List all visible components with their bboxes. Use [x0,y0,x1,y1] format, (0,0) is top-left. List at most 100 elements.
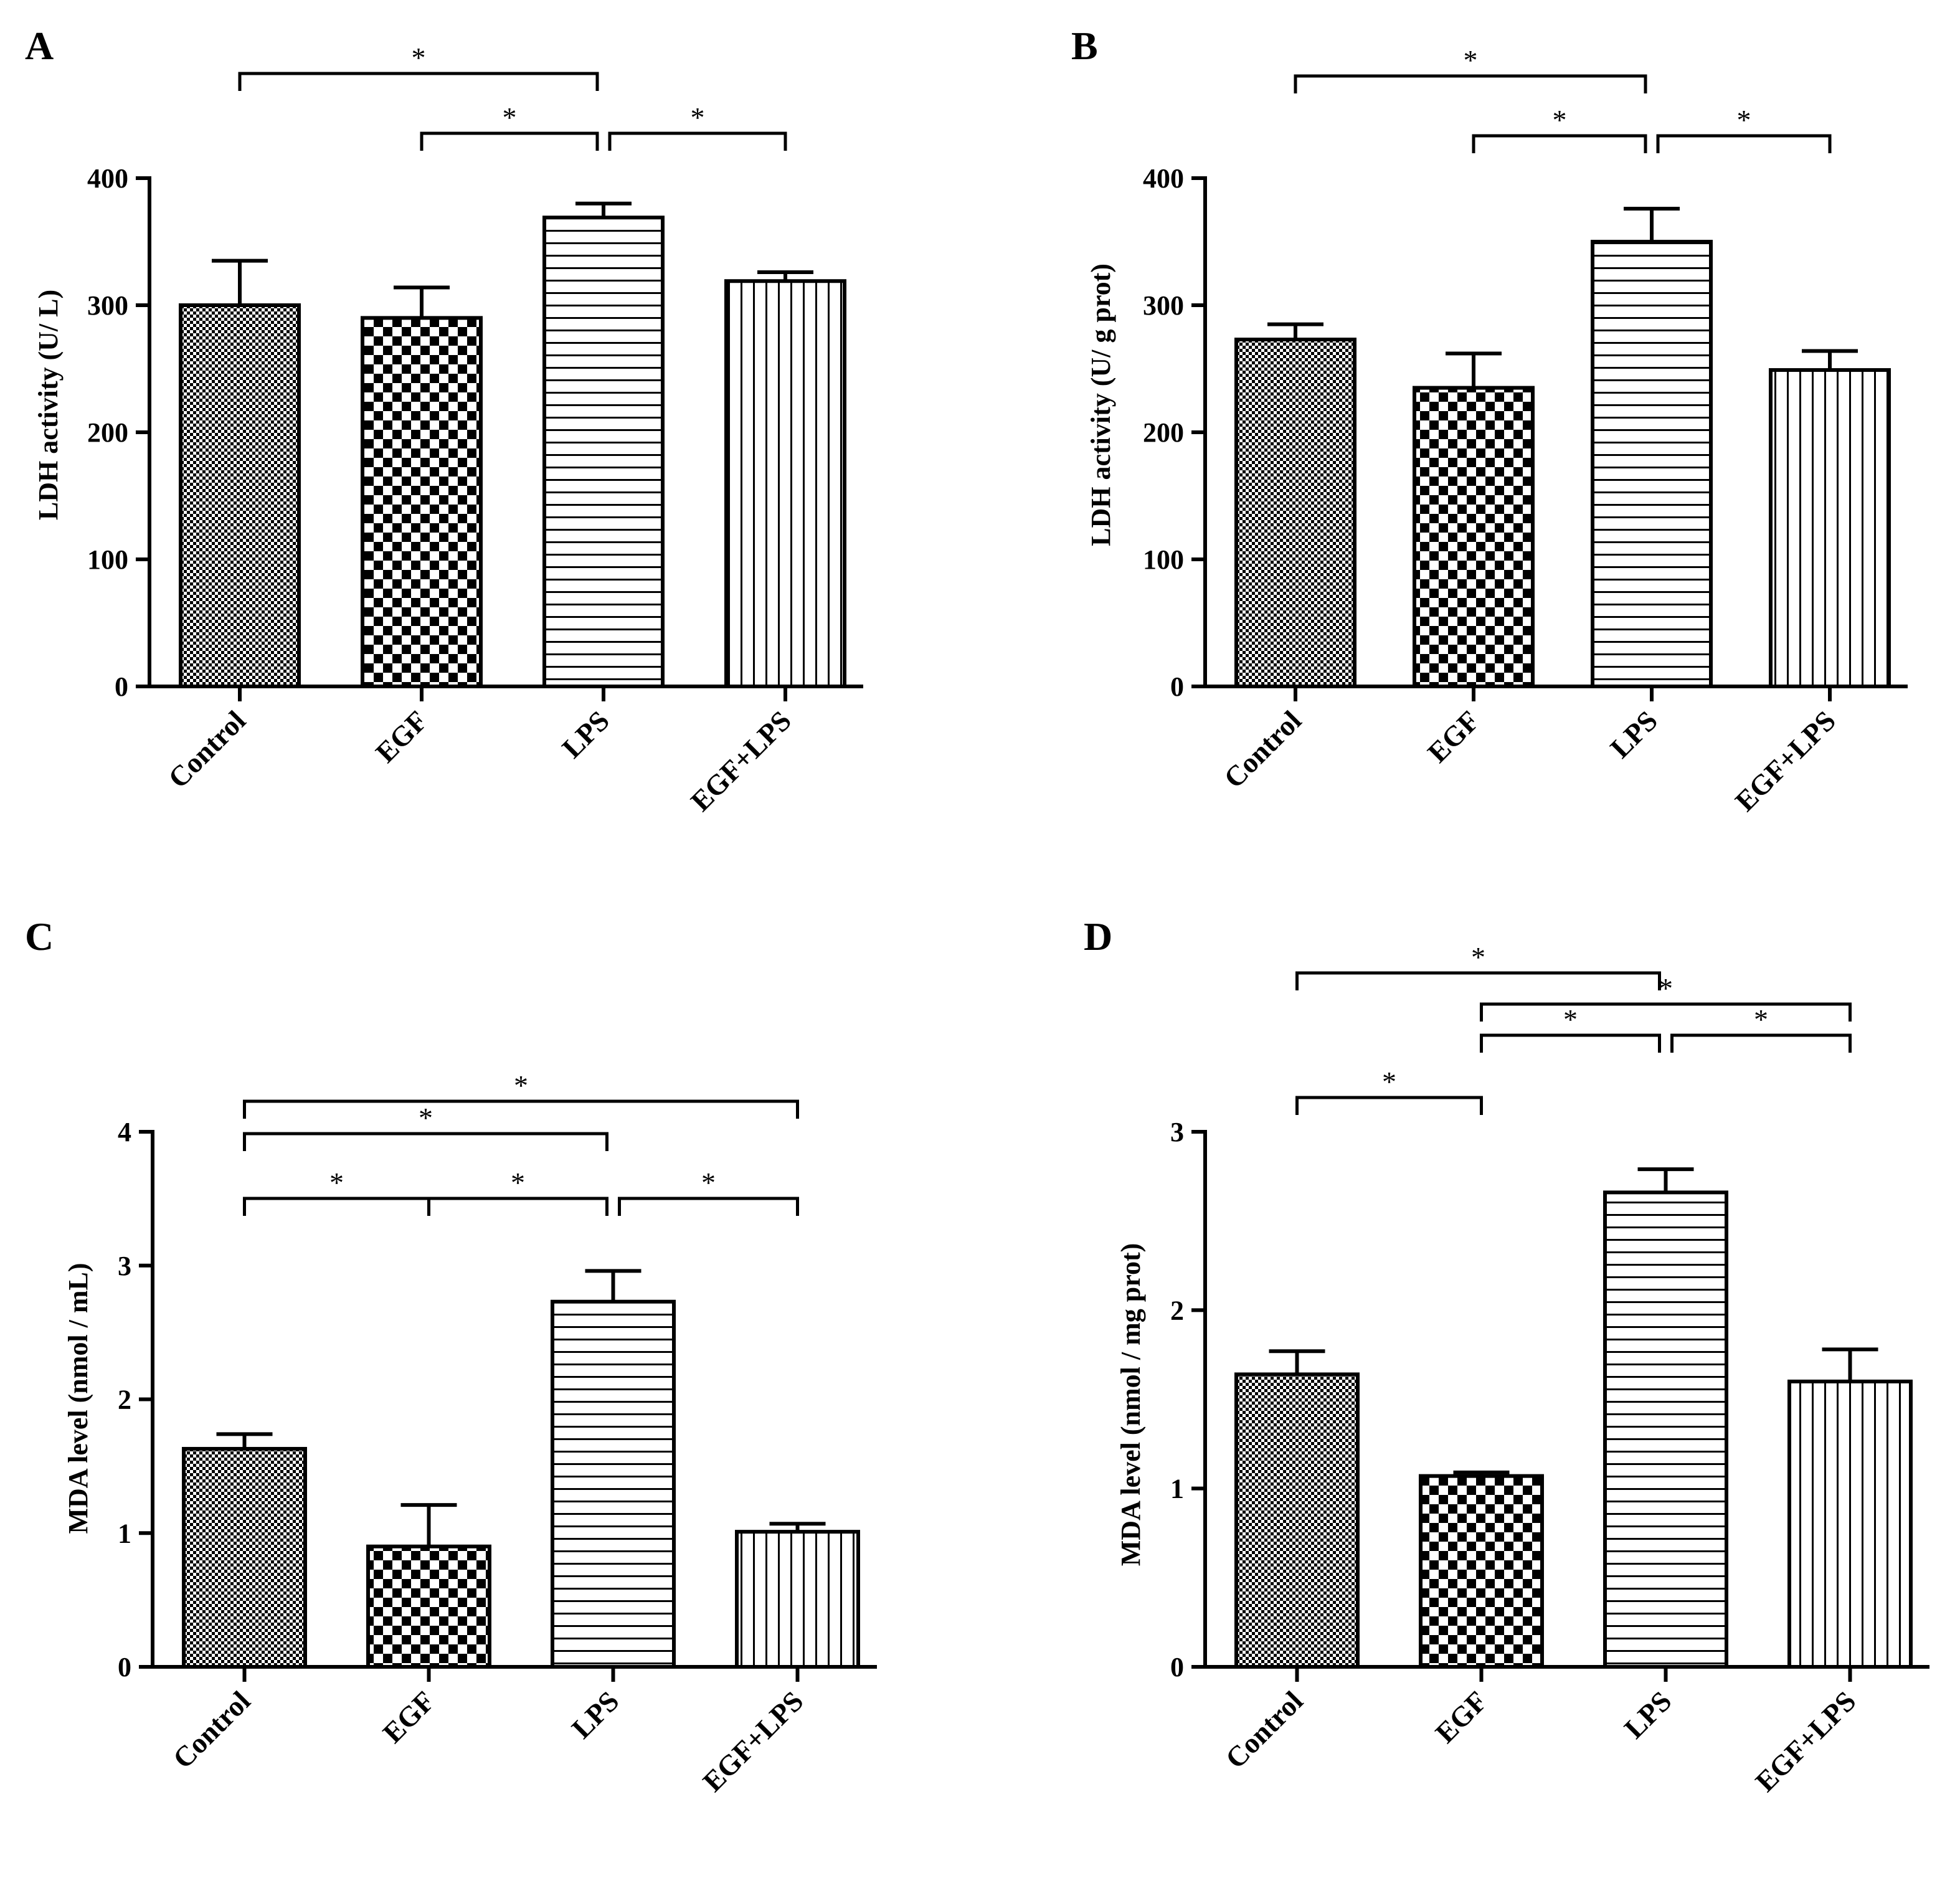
panel-d-significance-bracket [1670,1033,1852,1053]
panel-a-category-label: EGF [369,704,433,769]
panel-d-y-tick-label: 1 [1170,1474,1184,1504]
panel-b-y-tick-label: 100 [1143,544,1184,575]
panel-d-significance-star: * [1471,941,1485,973]
panel-d-bar-lps [1603,1190,1728,1669]
panel-d-significance-star: * [1754,1003,1768,1035]
panel-d-bars [1234,1167,1913,1669]
panel-c-bar-egf [366,1544,491,1669]
panel-b-significance-bracket [1472,134,1647,153]
panel-b-y-axis-title: LDH activity (U/ g prot) [1086,263,1116,546]
panel-a-significance-star: * [691,102,705,133]
panel-c-letter: C [25,914,54,959]
panel-c-significance-bracket [427,1197,608,1216]
panel-c-bar-control [182,1446,307,1669]
panel-c-category-label: LPS [566,1685,625,1745]
panel-c: C MDA level (nmol / mL) 0 1 2 3 4 Control EGF L… [25,914,877,1798]
panel-c-y-tick-label: 4 [118,1117,131,1147]
panel-b-bar-egf-plus-lps [1769,368,1891,688]
panel-c-bar-lps [551,1299,676,1669]
panel-b-significance-bracket [1294,74,1647,93]
panel-a-category-label: Control [162,704,252,794]
panel-d-significance-bracket [1295,971,1661,990]
panel-d-bar-control [1234,1372,1360,1669]
panel-a-bars [179,201,846,688]
panel-b-category-label: LPS [1604,704,1664,764]
panel-b-category-label: EGF+LPS [1729,704,1842,817]
panel-a-letter: A [25,24,54,68]
panel-b-y-tick-label: 0 [1170,671,1184,702]
panel-d-y-tick-label: 3 [1170,1117,1184,1147]
panel-c-significance-star: * [514,1069,528,1101]
panel-b-category-label: Control [1218,704,1307,794]
panel-a: A LDH activity (U/ L) 0 100 200 300 400 Contr… [25,24,863,817]
panel-a-category-label: EGF+LPS [684,704,797,817]
panel-b-bars [1234,206,1891,688]
panel-d-bar-egf-plus-lps [1787,1379,1913,1669]
panel-b-y-tick-label: 400 [1143,163,1184,194]
panel-c-significance: * * * * * [243,1069,799,1216]
panel-a-significance-bracket [608,131,787,151]
panel-c-significance-star: * [701,1167,716,1198]
panel-c-significance-bracket [618,1197,799,1216]
panel-c-y-tick-label: 3 [118,1251,131,1281]
panel-c-significance-bracket [243,1099,799,1119]
panel-d-category-label: EGF [1429,1685,1494,1749]
panel-d-significance-bracket [1480,1002,1852,1022]
panel-a-bar-egf-plus-lps [724,279,846,688]
panel-d-bar-egf [1419,1474,1544,1669]
panel-b: B LDH activity (U/ g prot) 0 100 200 300 400… [1071,24,1908,817]
panel-a-significance-bracket [420,131,599,151]
panel-c-significance-star: * [419,1102,433,1134]
panel-a-bar-control [179,303,301,688]
panel-a-significance: * * * [238,42,787,151]
panel-c-bars [182,1269,860,1669]
panel-a-significance-bracket [238,72,599,91]
panel-c-y-tick-label: 0 [118,1652,131,1682]
panel-b-significance-star: * [1553,104,1567,136]
panel-d-significance: * * * * * [1295,941,1852,1115]
panel-c-y-tick-label: 1 [118,1518,131,1548]
panel-d-y-axis-title: MDA level (nmol / mg prot) [1115,1243,1146,1567]
panel-c-significance-star: * [511,1167,525,1198]
panel-d-y-tick-label: 2 [1170,1295,1184,1326]
panel-b-significance: * * * [1294,44,1832,153]
panel-d-significance-bracket [1480,1033,1661,1053]
panel-b-category-label: EGF [1421,704,1485,769]
panel-d-category-label: LPS [1618,1685,1678,1745]
panel-a-y-tick-label: 0 [115,671,128,702]
panel-a-significance-star: * [412,42,426,74]
panel-d-significance-bracket [1295,1096,1483,1115]
panel-b-y-tick-label: 200 [1143,417,1184,448]
panel-a-y-tick-label: 200 [87,417,128,448]
panel-a-bar-egf [361,316,483,688]
panel-c-category-label: Control [167,1685,257,1775]
panel-b-significance-star: * [1737,104,1751,136]
panel-a-y-axis-title: LDH activity (U/ L) [33,290,64,520]
panel-a-significance-star: * [503,102,517,133]
panel-b-bar-control [1234,338,1356,688]
panel-c-bar-egf-plus-lps [735,1530,860,1669]
panel-a-y-tick-label: 300 [87,290,128,321]
panel-c-significance-bracket [243,1132,608,1151]
panel-c-significance-star: * [329,1167,344,1198]
panel-d-category-label: EGF+LPS [1749,1685,1862,1798]
panel-b-significance-bracket [1656,134,1832,153]
panel-b-bar-lps [1591,240,1713,688]
panel-d-category-label: Control [1219,1685,1309,1775]
panel-c-category-label: EGF+LPS [696,1685,809,1798]
panel-a-category-label: LPS [556,704,615,764]
panel-c-significance-bracket [243,1197,430,1216]
panel-a-bar-lps [542,216,665,688]
panel-b-significance-star: * [1464,44,1478,76]
panel-a-y-tick-label: 400 [87,163,128,194]
panel-d-y-tick-label: 0 [1170,1652,1184,1682]
panel-d-letter: D [1084,914,1112,959]
panel-c-y-tick-label: 2 [118,1385,131,1415]
panel-d-significance-star: * [1659,972,1673,1004]
panel-b-y-tick-label: 300 [1143,290,1184,321]
panel-d-significance-star: * [1563,1003,1578,1035]
panel-c-y-axis-title: MDA level (nmol / mL) [63,1263,93,1534]
panel-d: D MDA level (nmol / mg prot) 0 1 2 3 Control… [1084,914,1929,1798]
panel-b-bar-egf [1413,386,1535,688]
